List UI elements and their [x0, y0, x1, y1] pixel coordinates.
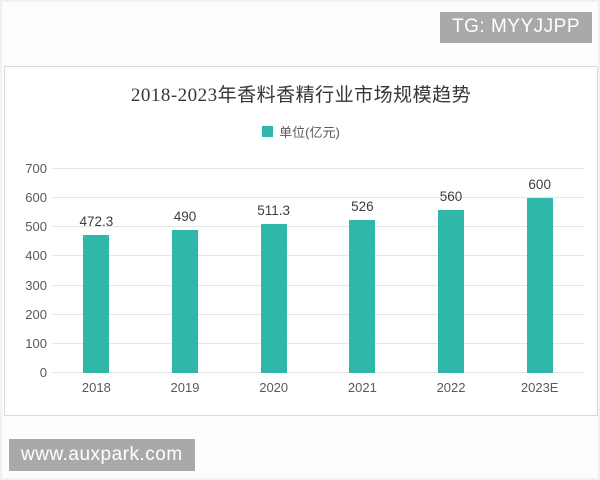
bar-group: 511.3 2020 — [229, 169, 318, 395]
bar — [349, 219, 376, 373]
gridline — [52, 255, 584, 257]
legend-swatch — [262, 126, 274, 137]
x-tick-label: 2021 — [347, 380, 377, 395]
bars-row: 472.3 2018 490 2019 511.3 2020 526 2021 560 2022 6… — [52, 169, 584, 395]
y-tick-label: 500 — [25, 219, 47, 235]
y-tick-label: 0 — [39, 365, 47, 380]
y-axis: 0 100 200 300 400 500 600 700 — [5, 161, 47, 380]
bar-group: 490 2019 — [141, 169, 230, 395]
y-tick-label: 400 — [25, 248, 47, 264]
y-tick-label: 100 — [25, 335, 47, 351]
gridline — [52, 197, 584, 199]
bar-group: 526 2021 — [318, 169, 407, 395]
chart-legend: 单位(亿元) — [5, 122, 597, 141]
bar-group: 472.3 2018 — [52, 169, 141, 395]
gridline — [52, 372, 584, 373]
watermark-telegram: TG: MYYJJPP — [440, 12, 592, 43]
x-tick-label: 2020 — [259, 380, 289, 395]
x-tick-label: 2022 — [436, 380, 466, 395]
y-tick-label: 600 — [25, 190, 47, 206]
bar-value-label: 560 — [439, 188, 463, 204]
y-tick-label: 200 — [25, 306, 47, 322]
bar-group: 600 2023E — [495, 169, 584, 395]
bar — [526, 198, 553, 373]
gridline — [52, 313, 584, 315]
plot-area: 472.3 2018 490 2019 511.3 2020 526 2021 560 2022 6… — [52, 168, 584, 395]
chart-panel: 2018-2023年香料香精行业市场规模趋势 单位(亿元) 0 100 200 300… — [4, 66, 598, 416]
x-tick-label: 2019 — [170, 380, 200, 395]
watermark-website: www.auxpark.com — [9, 439, 195, 471]
gridline — [52, 284, 584, 286]
gridline — [52, 342, 584, 344]
gridline — [52, 168, 584, 169]
chart-title: 2018-2023年香料香精行业市场规模趋势 — [130, 85, 472, 106]
bar — [438, 209, 465, 373]
bar-value-label: 600 — [528, 177, 551, 193]
bar — [83, 235, 110, 373]
y-tick-label: 300 — [25, 277, 47, 293]
gridline-layer — [52, 168, 584, 373]
bar-value-label: 526 — [351, 198, 374, 214]
x-tick-label: 2023E — [520, 380, 559, 395]
legend-label: 单位(亿元) — [279, 125, 340, 140]
bar-value-label: 490 — [173, 209, 197, 225]
y-tick-label: 700 — [25, 161, 47, 176]
bar — [172, 230, 198, 373]
x-tick-label: 2018 — [81, 380, 111, 395]
bar-value-label: 511.3 — [257, 203, 291, 218]
gridline — [52, 226, 584, 228]
bar-value-label: 472.3 — [79, 214, 114, 230]
bar — [260, 224, 287, 373]
bar-group: 560 2022 — [407, 169, 496, 395]
